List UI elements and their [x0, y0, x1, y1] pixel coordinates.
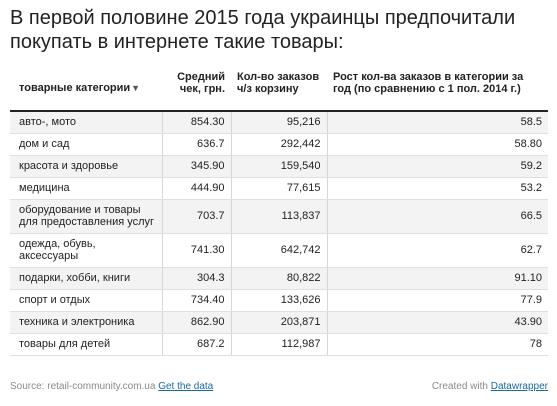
cell-avg-check: 636.7: [161, 133, 231, 156]
sort-down-triangle-icon[interactable]: ▼: [131, 83, 141, 93]
cell-orders: 292,442: [230, 133, 327, 156]
cell-category: медицина: [10, 177, 162, 200]
column-header-orders[interactable]: Кол-во заказов ч/з корзину: [231, 66, 327, 112]
cell-orders: 112,987: [230, 333, 327, 356]
cell-growth: 91.10: [326, 267, 548, 290]
cell-growth: 59.2: [326, 155, 548, 178]
cell-growth: 53.2: [326, 177, 548, 200]
table-row: оборудование и товары для предоставления…: [10, 199, 548, 234]
footer-credit: Created with Datawrapper: [432, 381, 548, 392]
table-row: дом и сад 636.7 292,442 58.80: [10, 133, 548, 156]
cell-avg-check: 444.90: [161, 177, 231, 200]
cell-orders: 133,626: [230, 289, 327, 312]
table-row: авто-, мото 854.30 95,216 58.5: [10, 111, 548, 134]
table-row: медицина 444.90 77,615 53.2: [10, 177, 548, 200]
cell-avg-check: 345.90: [161, 155, 231, 178]
cell-category: красота и здоровье: [10, 155, 162, 178]
cell-growth: 66.5: [326, 199, 548, 234]
cell-category: оборудование и товары для предоставления…: [10, 199, 162, 234]
cell-orders: 113,837: [230, 199, 327, 234]
table-row: техника и электроника 862.90 203,871 43.90: [10, 311, 548, 334]
table-header-row: товарные категории▼ Средний чек, грн. Ко…: [10, 66, 548, 112]
table-row: подарки, хобби, книги 304.3 80,822 91.10: [10, 267, 548, 290]
column-header-category-label: товарные категории: [19, 82, 131, 94]
datawrapper-link[interactable]: Datawrapper: [490, 381, 548, 392]
cell-category: дом и сад: [10, 133, 162, 156]
cell-growth: 58.80: [326, 133, 548, 156]
get-data-link[interactable]: Get the data: [158, 381, 214, 392]
table-row: красота и здоровье 345.90 159,540 59.2: [10, 155, 548, 178]
cell-avg-check: 734.40: [161, 289, 231, 312]
cell-orders: 642,742: [230, 233, 327, 268]
column-header-category[interactable]: товарные категории▼: [10, 66, 162, 112]
table-row: товары для детей 687.2 112,987 78: [10, 333, 548, 356]
cell-growth: 62.7: [326, 233, 548, 268]
table-body: авто-, мото 854.30 95,216 58.5 дом и сад 636.…: [10, 111, 548, 356]
cell-category: товары для детей: [10, 333, 162, 356]
cell-growth: 78: [326, 333, 548, 356]
cell-category: одежда, обувь, аксессуары: [10, 233, 162, 268]
cell-growth: 58.5: [326, 111, 548, 134]
cell-growth: 77.9: [326, 289, 548, 312]
created-with-text: Created with: [431, 381, 488, 392]
table-row: спорт и отдых 734.40 133,626 77.9: [10, 289, 548, 312]
column-header-growth[interactable]: Рост кол-ва заказов в категории за год (…: [327, 66, 548, 112]
cell-avg-check: 687.2: [161, 333, 231, 356]
cell-category: спорт и отдых: [10, 289, 162, 312]
cell-orders: 95,216: [230, 111, 327, 134]
cell-avg-check: 854.30: [161, 111, 231, 134]
data-table: товарные категории▼ Средний чек, грн. Ко…: [10, 66, 548, 356]
cell-avg-check: 304.3: [161, 267, 231, 290]
source-text: Source: retail-community.com.ua: [10, 381, 156, 392]
cell-orders: 203,871: [230, 311, 327, 334]
cell-avg-check: 741.30: [161, 233, 231, 268]
cell-category: техника и электроника: [10, 311, 162, 334]
cell-orders: 80,822: [230, 267, 327, 290]
cell-orders: 159,540: [230, 155, 327, 178]
column-header-avg-check[interactable]: Средний чек, грн.: [162, 66, 231, 112]
footer-source: Source: retail-community.com.ua Get the …: [10, 381, 213, 392]
cell-avg-check: 862.90: [161, 311, 231, 334]
cell-orders: 77,615: [230, 177, 327, 200]
table-row: одежда, обувь, аксессуары 741.30 642,742 62…: [10, 233, 548, 268]
cell-growth: 43.90: [326, 311, 548, 334]
cell-category: авто-, мото: [10, 111, 162, 134]
chart-title: В первой половине 2015 года украинцы пре…: [10, 7, 516, 53]
cell-avg-check: 703.7: [161, 199, 231, 234]
cell-category: подарки, хобби, книги: [10, 267, 162, 290]
